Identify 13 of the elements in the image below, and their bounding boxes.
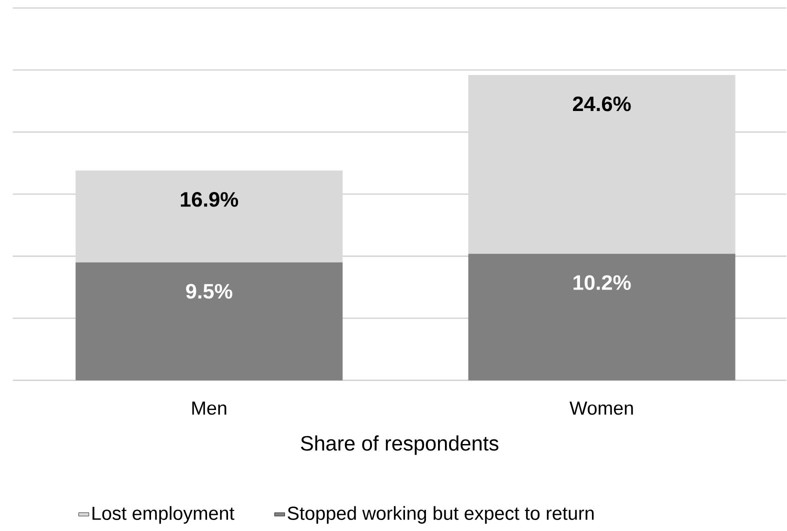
legend-label: Stopped working but expect to return bbox=[288, 506, 594, 524]
x-tick-label: Men bbox=[192, 402, 226, 415]
bar bbox=[76, 262, 343, 380]
total-label: 16.9% bbox=[180, 192, 238, 207]
bar bbox=[76, 170, 343, 263]
data-label: 9.5% bbox=[186, 284, 232, 299]
bar bbox=[468, 254, 736, 380]
legend-label: Lost employment bbox=[92, 506, 234, 524]
x-tick-label: Women bbox=[570, 402, 633, 415]
x-axis-title: Share of respondents bbox=[300, 436, 498, 455]
bar bbox=[468, 75, 736, 254]
data-label: 10.2% bbox=[574, 275, 631, 290]
total-label: 24.6% bbox=[572, 96, 631, 112]
